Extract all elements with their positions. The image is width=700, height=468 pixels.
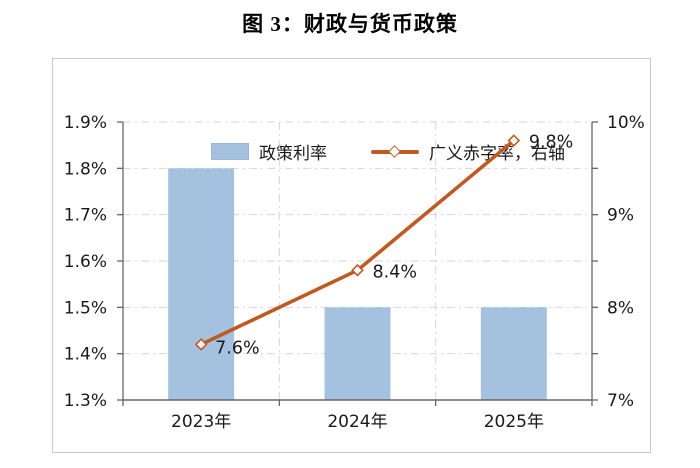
figure-title: 图 3：财政与货币政策 bbox=[242, 12, 458, 36]
line-marker-icon bbox=[371, 144, 419, 158]
legend-item-policy-rate: 政策利率 bbox=[211, 139, 327, 164]
chart-frame: 政策利率 广义赤字率，右轴 bbox=[52, 58, 651, 453]
chart-legend: 政策利率 广义赤字率，右轴 bbox=[211, 139, 565, 164]
legend-item-deficit-rate: 广义赤字率，右轴 bbox=[371, 139, 565, 164]
bar-swatch-icon bbox=[211, 143, 249, 160]
legend-label-deficit-rate: 广义赤字率，右轴 bbox=[429, 144, 565, 163]
legend-label-policy-rate: 政策利率 bbox=[259, 144, 327, 163]
